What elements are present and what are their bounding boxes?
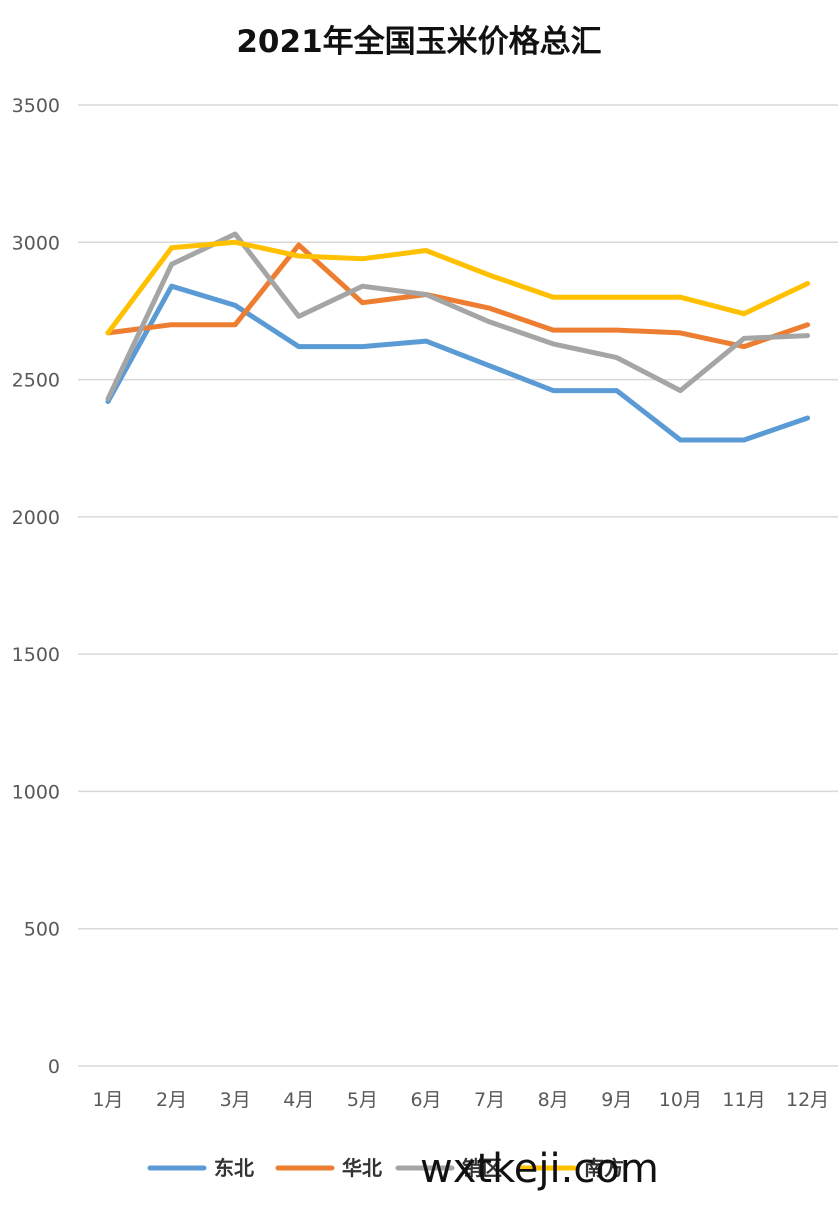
x-tick-label: 2月 — [156, 1089, 187, 1111]
x-tick-label: 10月 — [659, 1089, 702, 1111]
y-tick-label: 1000 — [12, 781, 60, 803]
x-tick-label: 6月 — [410, 1089, 441, 1111]
y-tick-label: 2500 — [12, 370, 60, 392]
gridlines — [78, 104, 838, 1067]
x-tick-label: 5月 — [347, 1089, 378, 1111]
x-axis-ticks: 1月 2月 3月 4月 5月 6月 7月 8月 9月 10月 11月 12月 — [92, 1089, 829, 1111]
legend: 东北 华北 销区 南方 — [147, 1156, 624, 1180]
y-tick-label: 500 — [24, 919, 60, 941]
x-tick-label: 12月 — [786, 1089, 829, 1111]
y-tick-label: 3000 — [12, 232, 60, 254]
legend-label: 销区 — [462, 1156, 502, 1180]
watermark-text: wxtkeji.com — [420, 1146, 659, 1192]
legend-label: 华北 — [342, 1156, 382, 1180]
series-line-0 — [105, 283, 811, 443]
x-tick-label: 11月 — [722, 1089, 765, 1111]
y-tick-label: 2000 — [12, 507, 60, 529]
chart-title: 2021年全国玉米价格总汇 — [236, 24, 601, 60]
x-tick-label: 7月 — [474, 1089, 505, 1111]
x-tick-label: 4月 — [283, 1089, 314, 1111]
series-lines — [105, 231, 811, 443]
y-tick-label: 0 — [48, 1056, 60, 1078]
series-line-2 — [105, 231, 811, 402]
y-tick-label: 3500 — [12, 95, 60, 117]
series-line-3 — [105, 239, 811, 336]
y-tick-label: 1500 — [12, 644, 60, 666]
x-tick-label: 8月 — [538, 1089, 569, 1111]
x-tick-label: 9月 — [601, 1089, 632, 1111]
y-axis-ticks: 0 500 1000 1500 2000 2500 3000 3500 — [12, 95, 60, 1078]
legend-label: 东北 — [214, 1156, 254, 1180]
x-tick-label: 3月 — [220, 1089, 251, 1111]
legend-label: 南方 — [584, 1156, 624, 1180]
series-line-1 — [105, 242, 811, 350]
x-tick-label: 1月 — [92, 1089, 123, 1111]
